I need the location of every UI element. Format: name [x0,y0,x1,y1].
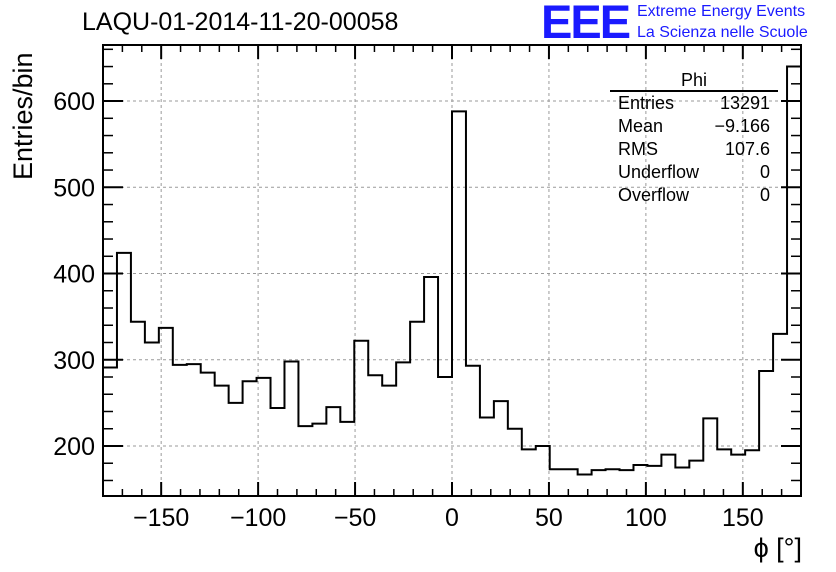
stats-value: 13291 [719,93,770,113]
histogram-series [103,65,801,476]
stats-row-rms: RMS 107.6 [610,138,778,161]
stats-row-overflow: Overflow 0 [610,184,778,207]
stats-label: Mean [618,116,664,136]
logo-text-line1: Extreme Energy Events [637,3,806,20]
tick-labels: −150 −100 −50 0 50 100 150 200 300 400 500 600 [53,88,763,532]
stats-label: Overflow [618,185,690,205]
y-tick-label: 500 [53,174,95,202]
stats-box: Phi Entries 13291 Mean −9.166 RMS 107.6 Und… [610,70,778,207]
stats-row-underflow: Underflow 0 [610,161,778,184]
y-tick-label: 200 [53,433,95,461]
x-tick-label: 0 [445,504,459,532]
y-tick-label: 300 [53,347,95,375]
stats-row-entries: Entries 13291 [610,92,778,115]
stats-value: 0 [759,185,770,205]
x-tick-label: −150 [133,504,189,532]
y-tick-label: 400 [53,261,95,289]
y-axis-label: Entries/bin [8,52,38,180]
stats-label: RMS [618,139,658,159]
stats-label: Entries [618,93,675,113]
x-tick-label: 50 [535,504,563,532]
stats-value: 107.6 [724,139,770,159]
stats-value: −9.166 [714,116,770,136]
x-axis-label: ϕ [°] [753,533,802,563]
stats-row-mean: Mean −9.166 [610,115,778,138]
stats-label: Underflow [618,162,700,182]
stats-value: 0 [759,162,770,182]
x-tick-label: 100 [625,504,667,532]
x-tick-label: −100 [230,504,286,532]
eee-logo: EEE [541,0,631,48]
logo-text-line2: La Scienza nelle Scuole [637,24,808,41]
x-tick-label: 150 [722,504,764,532]
chart-title: LAQU-01-2014-11-20-00058 [82,8,399,36]
y-tick-label: 600 [53,88,95,116]
x-tick-label: −50 [334,504,376,532]
stats-title: Phi [610,70,778,92]
plot-frame [102,44,802,497]
